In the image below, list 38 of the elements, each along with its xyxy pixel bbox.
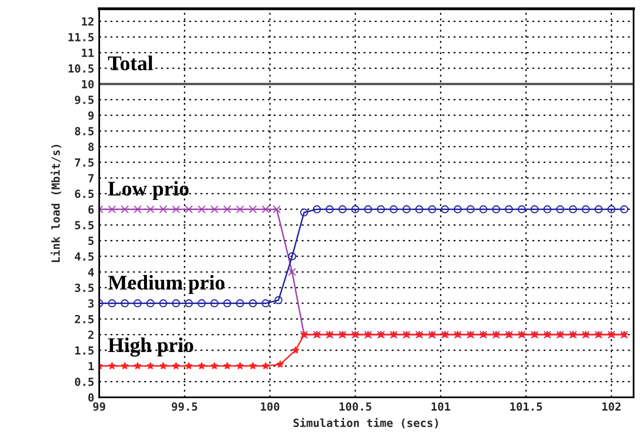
series-label: High prio xyxy=(108,338,194,357)
x-tick-label: 100.5 xyxy=(340,402,372,411)
y-tick-label: 4 xyxy=(88,268,94,276)
y-tick-label: 0 xyxy=(88,393,94,402)
x-tick-label: 100 xyxy=(260,402,280,411)
y-tick-label: 5.5 xyxy=(75,221,94,230)
y-tick-label: 0.5 xyxy=(74,378,94,386)
x-tick-label: 99 xyxy=(93,402,106,411)
y-tick-label: 4.5 xyxy=(74,252,94,261)
y-tick-label: 11 xyxy=(82,48,94,57)
series-label: Total xyxy=(108,56,153,70)
y-tick-label: 8.5 xyxy=(74,126,94,136)
x-tick-label: 102 xyxy=(602,402,621,411)
y-tick-label: 2.5 xyxy=(74,314,94,324)
y-tick-label: 8 xyxy=(88,142,94,152)
y-tick-label: 1 xyxy=(88,362,94,370)
y-tick-label: 7 xyxy=(88,174,94,182)
y-tick-label: 3.5 xyxy=(74,284,94,292)
y-tick-label: 6.5 xyxy=(74,190,94,198)
x-tick-label: 101 xyxy=(432,402,450,411)
y-tick-label: 1.5 xyxy=(75,346,94,355)
y-tick-label: 9.5 xyxy=(74,96,94,104)
x-axis-title: Simulation time (secs) xyxy=(294,418,438,428)
y-axis-title: Link load (Mbit/s) xyxy=(50,144,62,262)
y-tick-label: 6 xyxy=(88,205,94,214)
y-tick-label: 3 xyxy=(88,299,94,308)
y-tick-label: 10 xyxy=(82,80,94,88)
x-tick-label: 101.5 xyxy=(510,402,542,411)
series-label: Medium prio xyxy=(108,275,224,294)
y-tick-label: 12 xyxy=(82,17,94,26)
y-tick-label: 10.5 xyxy=(68,64,94,73)
y-tick-label: 2 xyxy=(88,330,94,339)
y-tick-label: 9 xyxy=(88,111,94,120)
y-tick-label: 11.5 xyxy=(68,33,94,42)
y-tick-label: 7.5 xyxy=(75,158,94,167)
y-tick-label: 5 xyxy=(88,236,94,246)
series-label: Low prio xyxy=(108,181,189,200)
x-tick-label: 99.5 xyxy=(172,402,198,411)
